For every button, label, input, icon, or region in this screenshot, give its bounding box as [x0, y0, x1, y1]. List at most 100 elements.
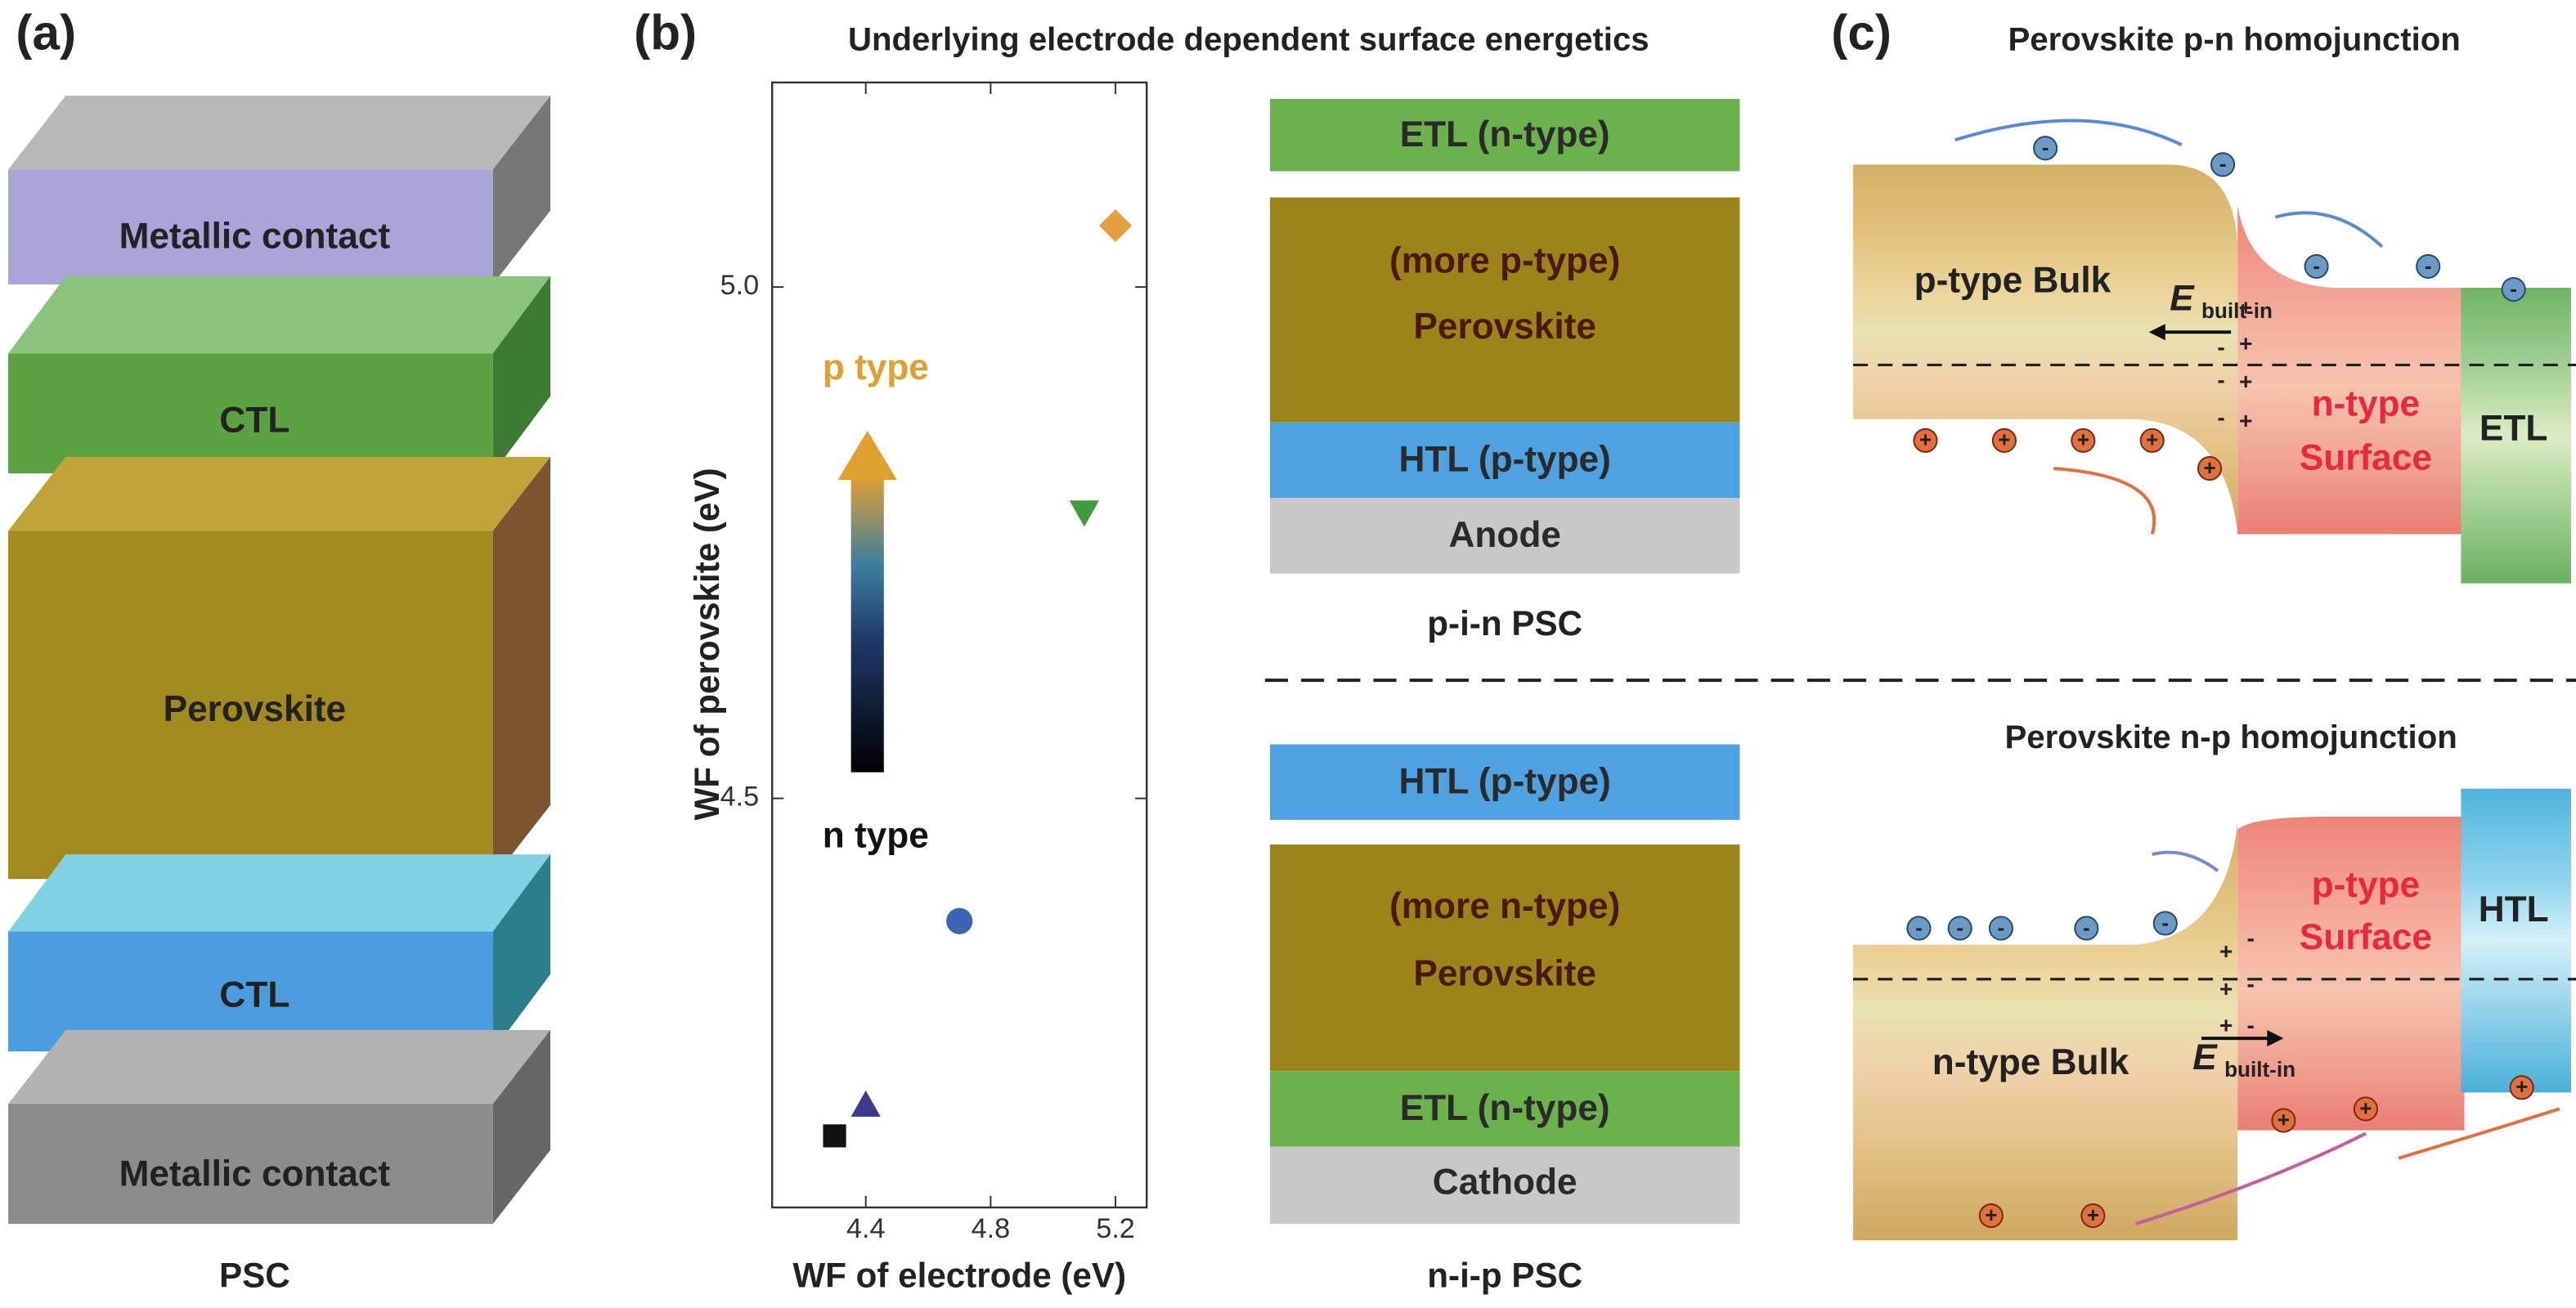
hole-sign: +: [2278, 1107, 2290, 1131]
layer-label: CTL: [219, 975, 289, 1015]
panel-title: Perovskite n-p homojunction: [2004, 719, 2457, 755]
electron: [1906, 916, 1932, 941]
caption: n-i-p PSC: [1427, 1256, 1582, 1295]
hole: [2080, 1203, 2106, 1229]
layer-top: [8, 275, 550, 354]
layer-label: ETL (n-type): [1400, 1088, 1610, 1128]
caption: p-i-n PSC: [1427, 604, 1582, 643]
field-label: E: [2192, 1037, 2218, 1077]
layer-front: [8, 169, 493, 284]
layer-label: HTL (p-type): [1398, 761, 1610, 801]
electron-sign: -: [2161, 910, 2169, 934]
layer-label: (more p-type): [1389, 241, 1620, 281]
annotation: n type: [823, 816, 929, 856]
layer-label: ETL (n-type): [1400, 114, 1610, 155]
hole: [2197, 455, 2223, 482]
hole: [1913, 428, 1938, 453]
space-charge: -: [2217, 405, 2224, 430]
region-label: n-type Bulk: [1932, 1042, 2129, 1082]
flow-arrow: [2152, 850, 2219, 872]
space-charge: +: [2219, 976, 2233, 1001]
layer: [1269, 1071, 1740, 1147]
electron: [2033, 136, 2058, 161]
space-charge: -: [2247, 1012, 2255, 1037]
annotation: p type: [823, 347, 929, 387]
electron: [2501, 276, 2526, 302]
hole-sign: +: [2359, 1095, 2372, 1120]
layer: [1269, 422, 1740, 499]
electron: [2416, 253, 2441, 279]
field-label: E: [2170, 279, 2195, 319]
layer-side: [492, 275, 550, 474]
hole-sign: +: [2515, 1074, 2528, 1099]
y-axis-label: WF of perovskite (eV): [688, 468, 726, 820]
arrow-head: [2148, 324, 2165, 341]
layer-label: Metallic contact: [119, 216, 391, 256]
space-charge: +: [2239, 369, 2252, 394]
space-charge: +: [2239, 331, 2252, 356]
region-label: Surface: [2300, 917, 2432, 957]
space-charge: -: [2247, 925, 2255, 951]
space-charge: +: [2219, 1012, 2233, 1037]
electron: [2152, 911, 2178, 936]
region-label: HTL: [2479, 889, 2549, 929]
x-tick-label: 4.8: [972, 1213, 1010, 1244]
electron: [1988, 916, 2013, 941]
layer: [1269, 1146, 1740, 1225]
electron-sign: -: [1998, 915, 2005, 939]
electron-sign: -: [2219, 151, 2227, 176]
layer-label: Anode: [1448, 515, 1560, 555]
layer-label: Cathode: [1433, 1162, 1577, 1203]
electron-sign: -: [2313, 253, 2320, 278]
electron-sign: -: [2042, 135, 2049, 159]
hole-sign: +: [2087, 1203, 2099, 1227]
layer-front: [8, 531, 493, 880]
layer: [1269, 744, 1740, 820]
hole: [2139, 428, 2165, 453]
layer-side: [492, 95, 550, 284]
electron-sign: -: [2425, 253, 2432, 278]
contact-band: [2461, 288, 2571, 584]
electron-sign: -: [2083, 915, 2090, 939]
plot-frame: [770, 81, 1148, 1209]
bulk-band: [1853, 164, 2238, 535]
layer-label: (more n-type): [1389, 886, 1620, 926]
hole-sign: +: [2203, 455, 2215, 480]
region-label: Surface: [2300, 438, 2432, 478]
hole-sign: +: [2146, 428, 2158, 452]
point: [1069, 500, 1099, 527]
nip-stack: [1269, 744, 1740, 1225]
y-tick-label: 4.5: [720, 782, 759, 813]
layer: [1269, 844, 1740, 1072]
region-label: p-type Bulk: [1914, 261, 2112, 301]
layer-label: Perovskite: [1413, 953, 1596, 993]
layer-front: [8, 1104, 493, 1225]
layer-top: [8, 1030, 550, 1104]
field-subscript: built-in: [2224, 1057, 2296, 1082]
electron: [2074, 916, 2099, 941]
point: [823, 1124, 846, 1148]
layer-top: [8, 95, 550, 170]
layer-top: [8, 456, 550, 531]
layer-label: HTL (p-type): [1398, 440, 1610, 480]
caption: PSC: [219, 1256, 290, 1295]
hole: [2071, 428, 2096, 453]
electron-sign: -: [1915, 915, 1923, 939]
hole: [2509, 1075, 2534, 1100]
electron-sign: -: [1956, 915, 1963, 939]
x-axis-label: WF of electrode (eV): [792, 1256, 1126, 1295]
layer-label: Perovskite: [1413, 307, 1596, 347]
hole-sign: +: [2077, 428, 2089, 452]
layer-top: [8, 854, 550, 932]
flow-arrow: [2053, 466, 2156, 535]
flow-arrow: [1954, 119, 2183, 147]
electron: [2304, 253, 2329, 279]
flow-arrow: [2274, 211, 2384, 249]
layer-side: [492, 456, 550, 880]
space-charge: -: [2247, 971, 2255, 997]
flow-arrow: [2398, 1107, 2560, 1160]
region-label: p-type: [2312, 865, 2421, 905]
point: [1098, 208, 1133, 243]
layer: [1269, 498, 1740, 574]
surface-band: [2237, 816, 2465, 1131]
